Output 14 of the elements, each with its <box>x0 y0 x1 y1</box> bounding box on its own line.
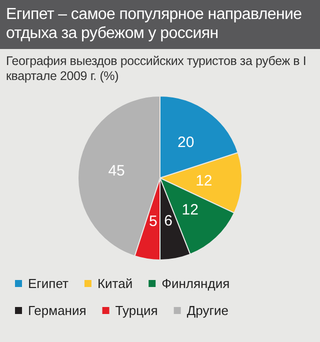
legend-label: Турция <box>115 303 158 318</box>
legend-label: Китай <box>97 276 133 291</box>
legend-label: Другие <box>186 303 228 318</box>
legend-label: Египет <box>28 276 69 291</box>
chart-subtitle: География выездов российских туристов за рубеж в I квартале 2009 г. (%) <box>5 53 308 84</box>
data-label: 5 <box>148 212 158 230</box>
data-label: 6 <box>164 212 172 230</box>
data-label: 12 <box>182 202 198 219</box>
legend-label: Финляндия <box>162 276 230 291</box>
chart-title: Египет – самое популярное направление отдыха за рубежом у россиян <box>0 0 320 49</box>
data-label: 45 <box>108 162 125 180</box>
data-label: 12 <box>196 172 212 190</box>
legend-label: Германия <box>28 303 86 318</box>
data-label: 20 <box>178 134 194 151</box>
